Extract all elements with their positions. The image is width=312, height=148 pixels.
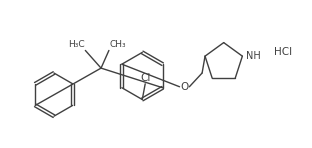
Text: NH: NH bbox=[246, 51, 261, 61]
Text: O: O bbox=[180, 82, 188, 92]
Text: HCl: HCl bbox=[274, 47, 292, 57]
Text: H₃C: H₃C bbox=[68, 40, 84, 49]
Text: Cl: Cl bbox=[140, 73, 150, 83]
Text: CH₃: CH₃ bbox=[110, 40, 126, 49]
